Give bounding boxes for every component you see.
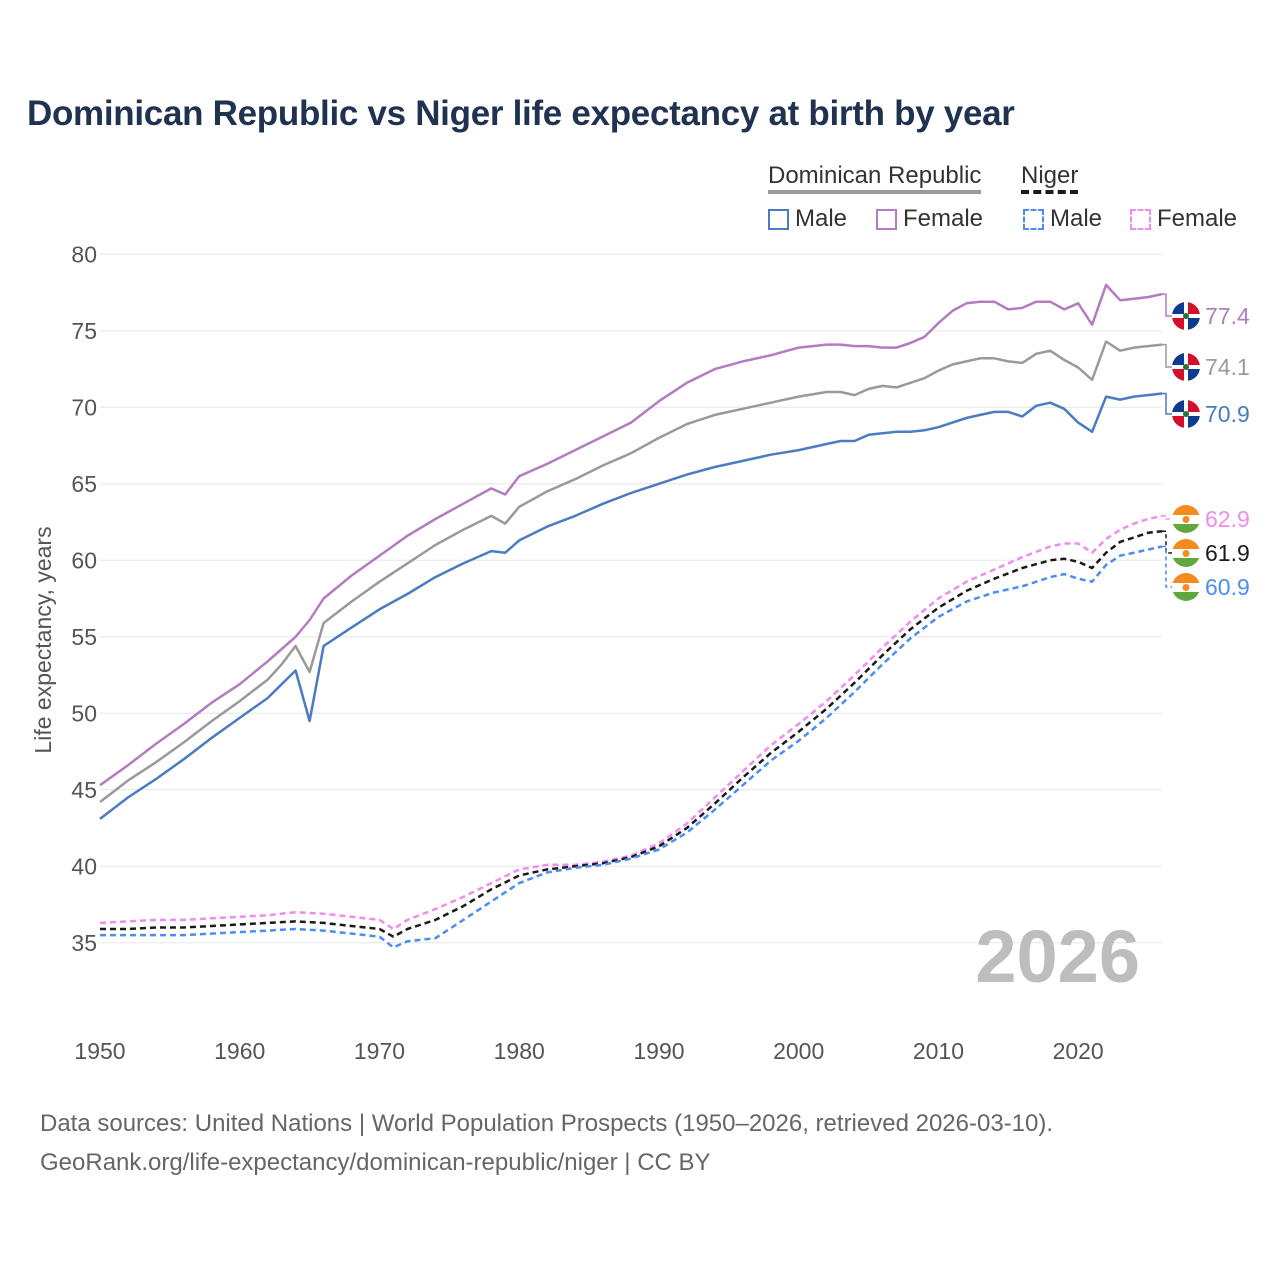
- series-line: [100, 545, 1163, 949]
- y-tick-label: 80: [71, 241, 97, 267]
- y-tick-label: 45: [71, 777, 97, 803]
- end-label-connector: [1162, 545, 1172, 588]
- y-tick-label: 60: [71, 547, 97, 573]
- x-tick-label: 2020: [1053, 1038, 1104, 1064]
- x-tick-label: 1950: [74, 1038, 125, 1064]
- legend-swatch-dashed-blue: [1023, 208, 1044, 230]
- niger-flag-icon: [1172, 539, 1200, 567]
- end-label-connector: [1162, 530, 1172, 554]
- y-tick-label: 65: [71, 471, 97, 497]
- legend-item-niger-male[interactable]: Male: [1023, 205, 1102, 233]
- legend-item-label: Male: [1050, 205, 1103, 232]
- legend-item-niger-female[interactable]: Female: [1130, 205, 1237, 233]
- legend-country-label: Dominican Republic: [768, 162, 982, 189]
- x-tick-label: 1980: [494, 1038, 545, 1064]
- series-lines: [99, 283, 1163, 949]
- legend-item-label: Female: [903, 205, 984, 232]
- series-line: [99, 514, 1163, 931]
- y-tick-label: 75: [71, 318, 97, 344]
- x-tick-label: 1970: [354, 1038, 405, 1064]
- footer-url[interactable]: GeoRank.org/life-expectancy/dominican-re…: [40, 1149, 711, 1176]
- y-axis-title: Life expectancy, years: [30, 526, 56, 753]
- x-tick-label: 1990: [633, 1038, 684, 1064]
- legend-swatch-solid-blue: [768, 208, 789, 230]
- series-line: [99, 340, 1163, 803]
- niger-flag-icon: [1172, 505, 1200, 533]
- x-tick-label: 1960: [214, 1038, 265, 1064]
- y-tick-label: 35: [71, 930, 97, 956]
- series-line: [100, 529, 1163, 938]
- end-value-label: 77.4: [1205, 303, 1250, 329]
- legend-swatch-solid-purple: [876, 208, 897, 230]
- x-tick-label: 2010: [913, 1038, 964, 1064]
- legend-group-niger[interactable]: Niger: [1021, 162, 1079, 194]
- line-chart: 35 40 45 50 55 60 65 70 75 80 1950 1960 1970 1980 1990…: [30, 241, 1250, 1064]
- footer-sources: Data sources: United Nations | World Pop…: [40, 1110, 1054, 1137]
- end-label-connector: [1162, 515, 1172, 520]
- legend-item-dr-male[interactable]: Male: [768, 205, 847, 233]
- y-tick-label: 55: [71, 624, 97, 650]
- x-tick-label: 2000: [773, 1038, 824, 1064]
- end-labels: 77.4 74.1 70.9 62.9 61.9 60.9: [1162, 293, 1250, 601]
- end-value-label: 62.9: [1205, 506, 1250, 532]
- end-value-label: 74.1: [1205, 354, 1250, 380]
- series-line: [99, 392, 1163, 820]
- legend-country-label: Niger: [1021, 162, 1079, 189]
- legend-item-label: Female: [1157, 205, 1238, 232]
- y-tick-label: 40: [71, 853, 97, 879]
- niger-flag-icon: [1172, 573, 1200, 601]
- end-value-label: 70.9: [1205, 401, 1250, 427]
- dominican-republic-flag-icon: [1172, 302, 1200, 330]
- end-label-connector: [1162, 293, 1172, 317]
- dominican-republic-flag-icon: [1172, 400, 1200, 428]
- dominican-republic-flag-icon: [1172, 353, 1200, 381]
- y-tick-label: 50: [71, 700, 97, 726]
- legend-item-dr-female[interactable]: Female: [876, 205, 983, 233]
- chart-title: Dominican Republic vs Niger life expecta…: [27, 94, 1015, 133]
- end-value-label: 60.9: [1205, 574, 1250, 600]
- axes: 35 40 45 50 55 60 65 70 75 80 1950 1960 1970 1980 1990…: [71, 241, 1103, 1064]
- y-tick-label: 70: [71, 394, 97, 420]
- legend-swatch-dashed-pink: [1130, 208, 1151, 230]
- end-label-connector: [1162, 392, 1172, 415]
- gridlines: [100, 253, 1162, 944]
- legend-item-label: Male: [795, 205, 848, 232]
- legend-group-dominican-republic[interactable]: Dominican Republic: [768, 162, 982, 194]
- end-label-connector: [1162, 343, 1172, 368]
- end-value-label: 61.9: [1205, 540, 1250, 566]
- series-line: [99, 283, 1163, 787]
- footer: Data sources: United Nations | World Pop…: [40, 1104, 1053, 1182]
- year-watermark: 2026: [975, 915, 1140, 998]
